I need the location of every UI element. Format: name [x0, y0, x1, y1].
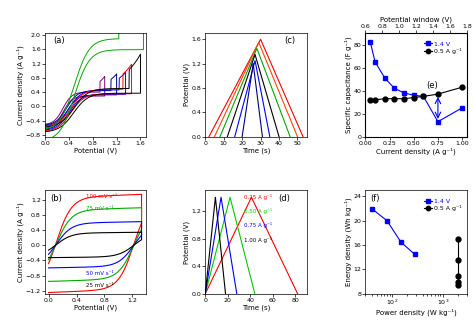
0.5 A g⁻¹	[459, 85, 465, 89]
0.5 A g⁻¹	[455, 283, 461, 287]
X-axis label: Current density (A g⁻¹): Current density (A g⁻¹)	[376, 147, 456, 155]
Text: 0.75 A g⁻¹: 0.75 A g⁻¹	[244, 222, 272, 228]
Y-axis label: Specific capacitance (F g⁻¹): Specific capacitance (F g⁻¹)	[345, 37, 352, 133]
0.5 A g⁻¹	[455, 274, 461, 278]
Text: (e): (e)	[426, 81, 438, 90]
X-axis label: Potential window (V): Potential window (V)	[380, 16, 452, 23]
Text: 0.50 A g⁻¹: 0.50 A g⁻¹	[244, 208, 272, 214]
1.4 V	[392, 86, 397, 90]
1.4 V	[412, 252, 418, 256]
Text: (f): (f)	[371, 194, 380, 203]
0.5 A g⁻¹	[455, 258, 461, 262]
1.4 V	[384, 219, 390, 223]
Line: 0.5 A g⁻¹: 0.5 A g⁻¹	[368, 85, 465, 102]
Text: 50 mV s⁻¹: 50 mV s⁻¹	[86, 271, 113, 276]
X-axis label: Time (s): Time (s)	[242, 147, 270, 154]
Y-axis label: Potential (V): Potential (V)	[183, 63, 190, 107]
Line: 1.4 V: 1.4 V	[369, 206, 417, 257]
1.4 V	[459, 106, 465, 110]
Y-axis label: Energy density (Wh kg⁻¹): Energy density (Wh kg⁻¹)	[345, 198, 352, 287]
0.5 A g⁻¹	[411, 96, 417, 100]
Text: (a): (a)	[53, 36, 65, 45]
1.4 V	[372, 60, 378, 64]
Y-axis label: Potential (V): Potential (V)	[183, 220, 190, 264]
X-axis label: Power density (W kg⁻¹): Power density (W kg⁻¹)	[376, 309, 456, 316]
1.4 V	[382, 76, 388, 80]
0.5 A g⁻¹	[455, 237, 461, 241]
Y-axis label: Current density (A g⁻¹): Current density (A g⁻¹)	[17, 202, 24, 282]
Text: 0.25 A g⁻¹: 0.25 A g⁻¹	[244, 194, 272, 200]
1.4 V	[398, 240, 404, 244]
0.5 A g⁻¹	[435, 92, 441, 96]
Legend: 1.4 V, 0.5 A g⁻¹: 1.4 V, 0.5 A g⁻¹	[422, 40, 464, 56]
Text: 75 mV s⁻¹: 75 mV s⁻¹	[86, 206, 113, 211]
Line: 0.5 A g⁻¹: 0.5 A g⁻¹	[456, 237, 460, 287]
0.5 A g⁻¹	[392, 97, 397, 101]
1.4 V	[420, 94, 426, 98]
X-axis label: Time (s): Time (s)	[242, 304, 270, 311]
1.4 V	[401, 91, 407, 95]
Line: 1.4 V: 1.4 V	[368, 40, 465, 124]
Y-axis label: Current density (A g⁻¹): Current density (A g⁻¹)	[17, 45, 24, 125]
Text: (b): (b)	[50, 194, 62, 203]
0.5 A g⁻¹	[372, 98, 378, 102]
Text: (d): (d)	[278, 194, 290, 203]
0.5 A g⁻¹	[401, 97, 407, 101]
Text: 25 mV s⁻¹: 25 mV s⁻¹	[86, 284, 113, 289]
Text: (c): (c)	[284, 36, 295, 45]
Text: 100 mV s⁻¹: 100 mV s⁻¹	[86, 194, 117, 199]
1.4 V	[411, 93, 417, 97]
1.4 V	[435, 120, 441, 124]
Text: 1.00 A g⁻¹: 1.00 A g⁻¹	[244, 237, 272, 243]
1.4 V	[369, 207, 374, 210]
Legend: 1.4 V, 0.5 A g⁻¹: 1.4 V, 0.5 A g⁻¹	[422, 197, 464, 213]
X-axis label: Potential (V): Potential (V)	[74, 147, 117, 154]
0.5 A g⁻¹	[420, 94, 426, 98]
X-axis label: Potential (V): Potential (V)	[74, 304, 117, 311]
0.5 A g⁻¹	[382, 97, 388, 101]
1.4 V	[367, 41, 373, 44]
0.5 A g⁻¹	[455, 280, 461, 284]
0.5 A g⁻¹	[367, 98, 373, 102]
